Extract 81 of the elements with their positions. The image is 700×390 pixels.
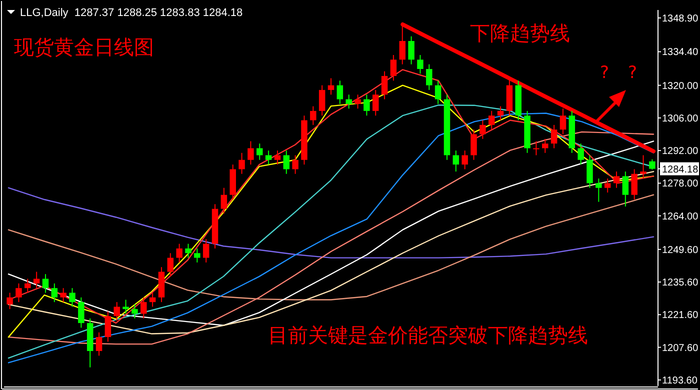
candlestick — [596, 178, 602, 202]
candlestick — [426, 64, 432, 90]
candlestick — [372, 89, 379, 116]
y-tick-label: 1292.00 — [662, 146, 699, 158]
candlestick — [390, 54, 397, 82]
candlestick — [256, 143, 263, 160]
candlestick — [33, 271, 40, 289]
candlestick — [604, 178, 611, 194]
candlestick — [488, 110, 495, 130]
y-tick-label: 1249.60 — [662, 244, 699, 256]
y-tick-label: 1348.90 — [662, 13, 699, 24]
y-tick-label: 1306.00 — [662, 113, 699, 124]
candlestick — [452, 150, 460, 172]
candlestick — [381, 70, 388, 100]
candlestick — [586, 154, 593, 188]
candlestick — [96, 332, 102, 356]
candlestick — [265, 150, 272, 166]
candlestick — [176, 243, 182, 263]
y-tick-label: 1284.18 — [662, 164, 699, 176]
candlestick — [69, 288, 76, 308]
candlestick — [60, 288, 66, 303]
candlestick — [122, 299, 129, 314]
annotation: ? — [600, 63, 610, 83]
candlestick — [560, 108, 566, 135]
candlestick — [533, 140, 540, 156]
candlestick — [497, 106, 504, 121]
annotation: 目前关键是金价能否突破下降趋势线 — [268, 323, 588, 347]
candlestick — [649, 158, 656, 170]
chart-subtitle: LLG,Daily 1287.37 1288.25 1283.83 1284.18 — [20, 7, 243, 19]
candlestick — [417, 54, 424, 74]
y-tick-label: 1278.00 — [662, 178, 699, 190]
candlestick — [408, 36, 414, 65]
candlestick — [310, 106, 316, 126]
candlestick — [434, 80, 442, 104]
candlestick — [104, 310, 112, 342]
annotation: 下降趋势线 — [470, 21, 570, 45]
y-tick-label: 1221.60 — [662, 310, 699, 322]
candlestick — [114, 302, 120, 322]
candlestick — [470, 129, 477, 160]
candlestick — [78, 296, 84, 328]
candlestick — [24, 278, 31, 294]
candlestick — [42, 274, 49, 294]
y-tick-label: 1334.40 — [662, 47, 699, 58]
candlestick — [631, 168, 638, 200]
candlestick — [622, 171, 629, 208]
candlestick — [132, 304, 138, 319]
candlestick — [194, 248, 200, 263]
candlestick — [640, 154, 646, 180]
candlestick — [6, 292, 13, 310]
candlestick — [328, 78, 334, 96]
candlestick — [274, 150, 281, 166]
candlestick — [354, 94, 361, 110]
candlestick — [220, 187, 228, 214]
y-tick-label: 1193.60 — [662, 375, 698, 386]
candlestick — [578, 143, 584, 166]
candlestick — [238, 152, 245, 174]
candlestick — [202, 238, 210, 263]
annotation: ? — [628, 63, 638, 83]
candlestick — [51, 282, 58, 303]
y-tick-label: 1264.00 — [662, 211, 699, 222]
y-tick-label: 1235.60 — [662, 278, 699, 289]
candlestick — [16, 282, 22, 303]
candlestick — [318, 84, 326, 116]
candlestick — [283, 150, 290, 174]
candlestick — [462, 150, 468, 170]
candlestick — [542, 138, 548, 154]
candlestick — [185, 243, 192, 258]
candlestick — [292, 154, 298, 174]
text: 现货黄金日线图 — [14, 35, 154, 59]
candlestick — [346, 94, 352, 110]
candlestick — [336, 80, 344, 104]
candlestick — [364, 94, 370, 116]
candlestick — [140, 296, 147, 319]
candlestick — [550, 124, 558, 149]
y-tick-label: 1320.00 — [662, 80, 699, 92]
candlestick — [167, 252, 174, 277]
y-tick-label: 1207.60 — [662, 342, 699, 354]
candlestick — [149, 292, 156, 308]
candlestick — [480, 120, 486, 140]
candlestick — [613, 171, 620, 188]
candlestick — [248, 140, 254, 166]
